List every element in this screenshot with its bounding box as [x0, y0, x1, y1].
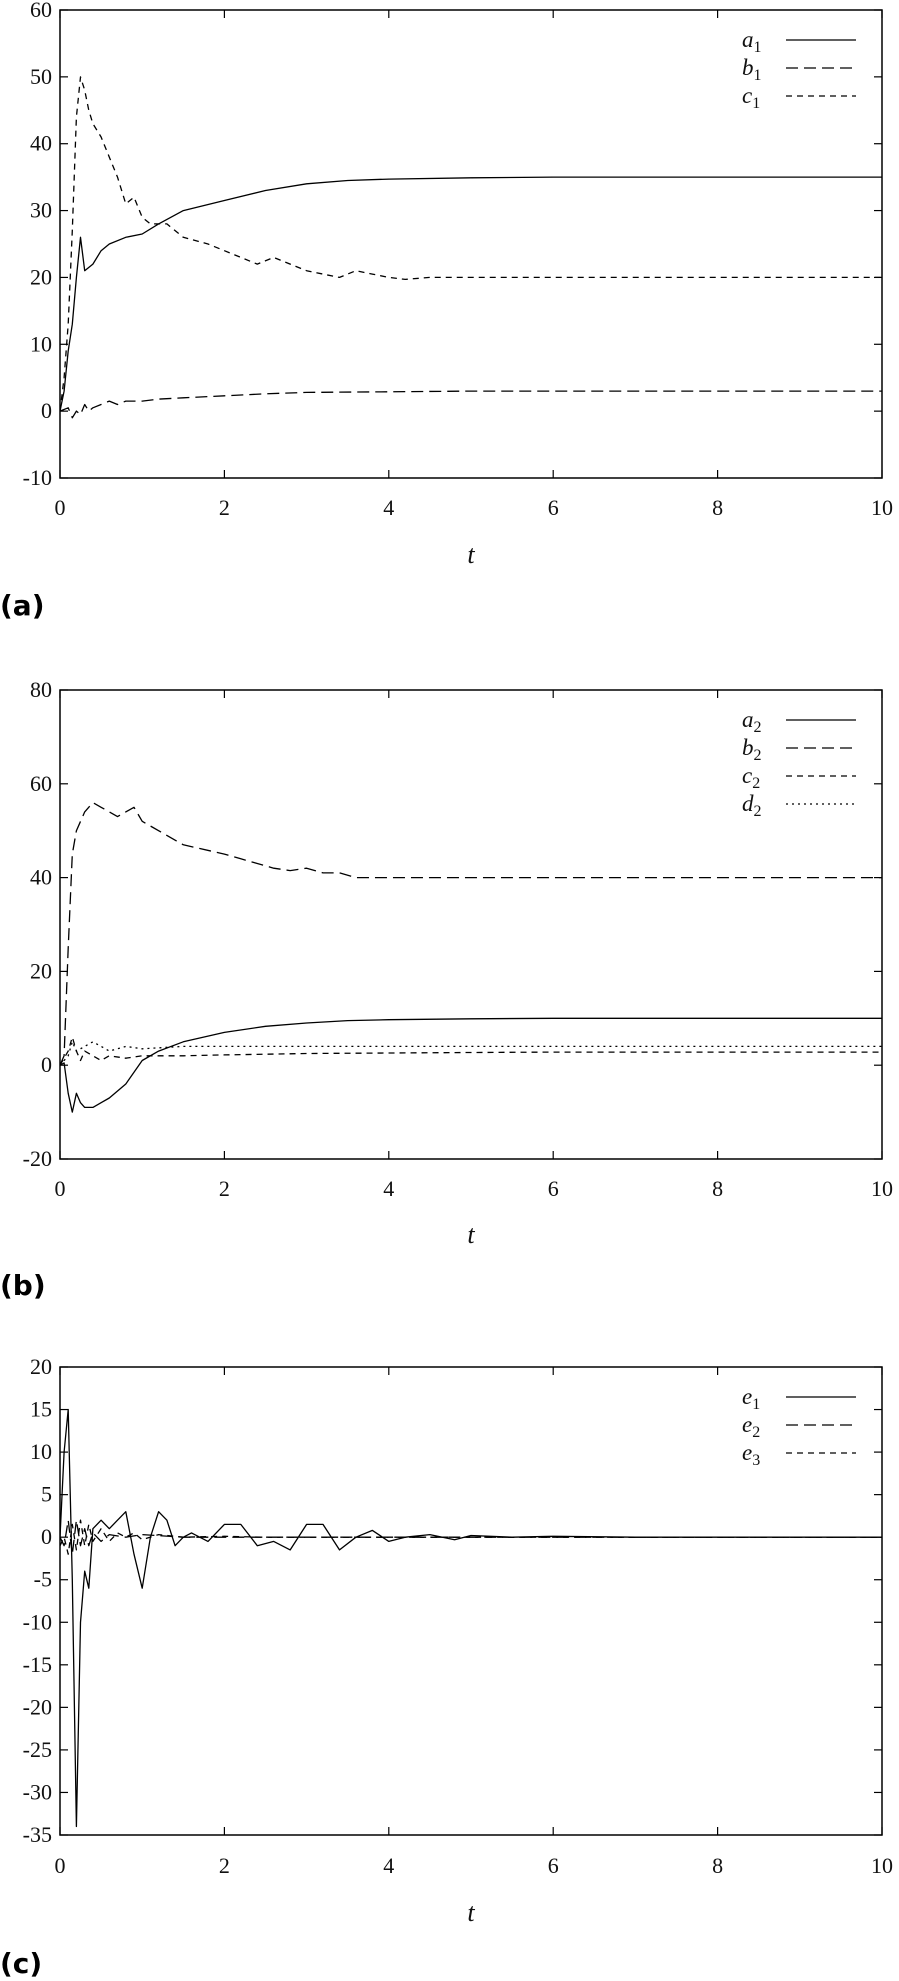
- x-tick-label: 2: [219, 1853, 230, 1878]
- x-tick-label: 8: [712, 495, 723, 520]
- legend-label: a2: [742, 707, 762, 736]
- y-tick-label: 30: [30, 198, 52, 223]
- y-tick-label: 20: [30, 958, 52, 983]
- x-axis-label: t: [467, 1898, 475, 1927]
- y-tick-label: -35: [23, 1822, 52, 1847]
- x-tick-label: 4: [383, 1176, 394, 1201]
- y-tick-label: 10: [30, 1439, 52, 1464]
- series-line-e1: [60, 1408, 882, 1828]
- y-tick-label: -10: [23, 1609, 52, 1634]
- x-tick-label: 0: [55, 495, 66, 520]
- x-tick-label: 6: [548, 1853, 559, 1878]
- y-tick-label: 40: [30, 131, 52, 156]
- y-tick-label: 20: [30, 264, 52, 289]
- legend-label: d2: [742, 791, 762, 820]
- x-tick-label: 6: [548, 1176, 559, 1201]
- plot-frame: [59, 689, 883, 1160]
- y-tick-label: 5: [41, 1482, 52, 1507]
- series-line-e2: [60, 1519, 882, 1555]
- x-tick-label: 6: [548, 495, 559, 520]
- series-line-a2: [60, 1017, 882, 1113]
- y-tick-label: 80: [30, 677, 52, 702]
- legend-label: b1: [742, 55, 762, 84]
- y-tick-label: 20: [30, 1354, 52, 1379]
- legend-label: e3: [742, 1440, 760, 1469]
- plot-frame: [59, 9, 883, 479]
- y-tick-label: -20: [23, 1146, 52, 1171]
- y-tick-label: -5: [34, 1567, 52, 1592]
- y-tick-label: -20: [23, 1694, 52, 1719]
- legend-label: c1: [742, 83, 760, 112]
- y-tick-label: 60: [30, 0, 52, 22]
- x-tick-label: 2: [219, 495, 230, 520]
- y-tick-label: 15: [30, 1397, 52, 1422]
- chart-panel-3: -35 -30 -25 -20 -15 -10 -5 0 5 10 15 20 0 2 4 6 8 10 t (c) e…: [0, 1354, 893, 1980]
- legend-label: a1: [742, 27, 762, 56]
- y-tick-label: -10: [23, 465, 52, 490]
- x-tick-label: 4: [383, 495, 394, 520]
- x-tick-label: 2: [219, 1176, 230, 1201]
- panel-label: (c): [0, 1947, 42, 1980]
- x-tick-label: 10: [871, 495, 893, 520]
- x-tick-label: 4: [383, 1853, 394, 1878]
- legend-label: e1: [742, 1384, 760, 1413]
- y-tick-label: -15: [23, 1652, 52, 1677]
- legend-label: e2: [742, 1412, 760, 1441]
- series-line-e3: [60, 1519, 882, 1555]
- x-axis-label: t: [467, 1220, 475, 1249]
- y-tick-label: 60: [30, 771, 52, 796]
- panel-label: (b): [0, 1269, 46, 1302]
- x-tick-label: 10: [871, 1176, 893, 1201]
- panel-label: (a): [0, 589, 45, 622]
- series-line-a1: [60, 176, 882, 412]
- series-line-b1: [60, 390, 882, 419]
- x-tick-label: 8: [712, 1176, 723, 1201]
- x-axis-label: t: [467, 540, 475, 569]
- plot-frame: [59, 1366, 883, 1836]
- x-tick-label: 10: [871, 1853, 893, 1878]
- x-tick-label: 0: [55, 1853, 66, 1878]
- y-tick-label: 40: [30, 865, 52, 890]
- x-tick-label: 8: [712, 1853, 723, 1878]
- y-tick-label: 0: [41, 1052, 52, 1077]
- y-tick-label: 10: [30, 331, 52, 356]
- y-tick-label: 0: [41, 1524, 52, 1549]
- x-tick-label: 0: [55, 1176, 66, 1201]
- series-line-c1: [60, 76, 882, 412]
- y-tick-label: -25: [23, 1737, 52, 1762]
- y-tick-label: 0: [41, 398, 52, 423]
- series-line-c2: [60, 1036, 882, 1066]
- series-line-b2: [60, 801, 882, 1066]
- y-tick-label: 50: [30, 64, 52, 89]
- y-tick-label: -30: [23, 1779, 52, 1804]
- series-line-d2: [60, 1041, 882, 1066]
- legend-label: c2: [742, 763, 760, 792]
- legend-label: b2: [742, 735, 762, 764]
